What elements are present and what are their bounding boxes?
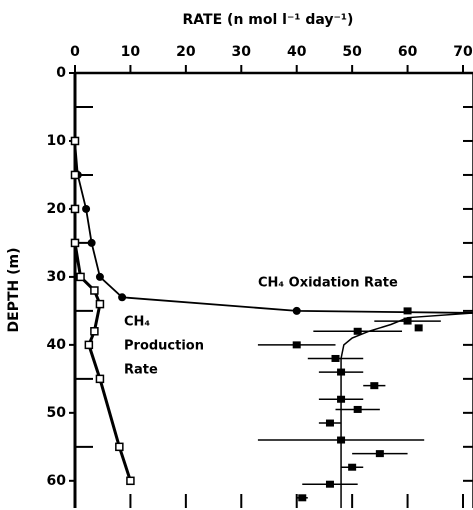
data-point: [353, 405, 362, 413]
data-point: [70, 136, 80, 146]
data-point: [76, 272, 85, 282]
data-point: [95, 374, 105, 384]
data-point: [82, 204, 91, 213]
data-point: [331, 354, 340, 362]
data-point: [292, 341, 301, 349]
series-line: [73, 140, 132, 482]
data-point: [337, 395, 346, 403]
data-point: [414, 324, 423, 332]
data-point: [403, 317, 412, 325]
data-point: [298, 494, 307, 502]
annotation: Rate: [124, 363, 158, 378]
data-point: [70, 170, 80, 180]
x-axis-label: RATE (n mol l⁻¹ day⁻¹): [183, 12, 354, 28]
x-tick-label: 0: [70, 44, 80, 60]
data-point: [126, 476, 135, 486]
data-point: [337, 436, 346, 444]
data-point: [375, 450, 384, 458]
data-point: [90, 286, 99, 295]
data-point: [325, 419, 334, 427]
annotation: Production: [124, 339, 204, 354]
data-point: [325, 480, 334, 488]
x-tick-label: 60: [398, 44, 418, 60]
annotation: CH₄: [124, 315, 150, 330]
data-point: [95, 272, 104, 281]
data-point: [353, 327, 362, 335]
data-point: [70, 204, 80, 214]
y-axis-label: DEPTH (m): [6, 248, 22, 333]
x-tick-label: 40: [287, 44, 307, 60]
y-tick-label: 0: [56, 65, 66, 81]
x-tick-label: 10: [121, 44, 141, 60]
x-tick-label: 50: [342, 44, 362, 60]
annotation: CH₄ Oxidation Rate: [258, 276, 398, 291]
data-point: [87, 238, 96, 247]
x-tick-label: 70: [453, 44, 473, 60]
data-point: [118, 293, 127, 302]
y-tick-label: 50: [47, 405, 67, 421]
data-point: [115, 442, 124, 452]
data-point: [95, 299, 105, 309]
data-point: [403, 307, 412, 315]
y-tick-label: 10: [47, 133, 67, 149]
data-point: [90, 327, 99, 336]
data-point: [348, 463, 357, 471]
data-point: [70, 238, 80, 248]
x-tick-label: 30: [232, 44, 252, 60]
y-tick-label: 30: [47, 269, 67, 285]
x-tick-label: 20: [176, 44, 196, 60]
data-point: [370, 382, 379, 390]
data-point: [84, 340, 94, 350]
data-point: [337, 368, 346, 376]
y-tick-label: 20: [47, 201, 67, 217]
series-line: [74, 140, 473, 314]
data-point: [292, 306, 301, 315]
y-tick-label: 40: [47, 337, 67, 353]
y-tick-label: 60: [47, 473, 67, 489]
